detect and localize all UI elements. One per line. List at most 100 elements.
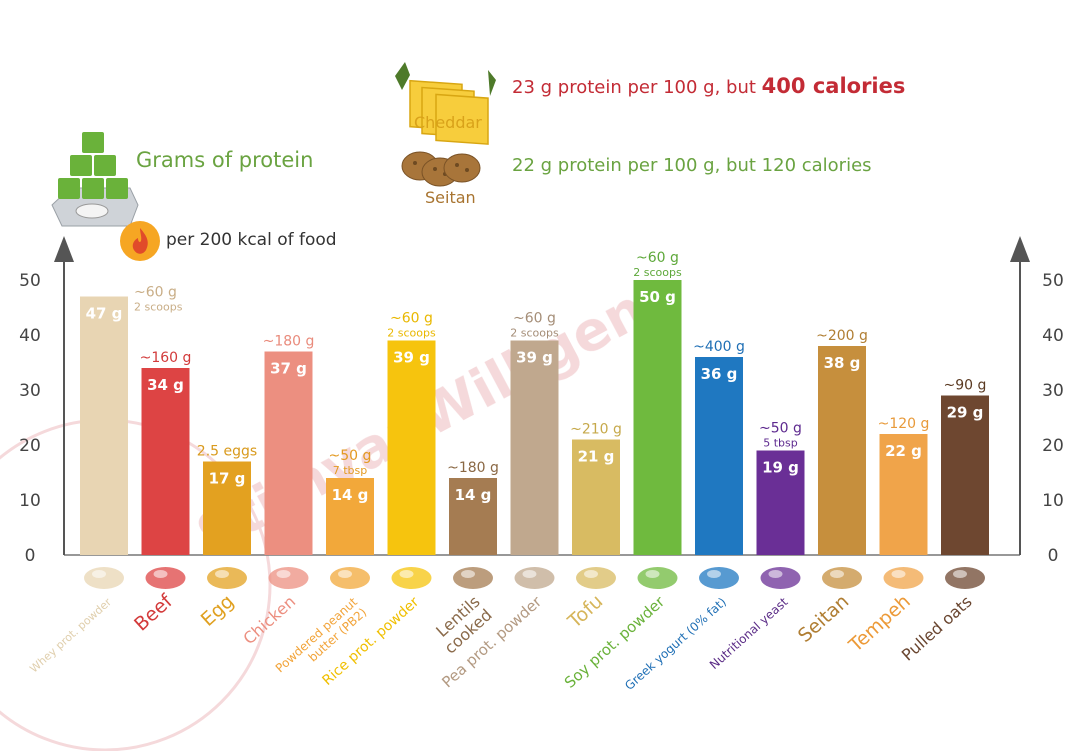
icon-body	[268, 567, 309, 589]
scale-dial	[75, 203, 109, 219]
bar-amount-label: ~50 g	[759, 421, 802, 437]
bar-value-label: 22 g	[885, 442, 922, 460]
y-tick-label-left: 30	[19, 381, 41, 401]
legend-kcal-text: per 200 kcal of food	[166, 230, 337, 250]
icon-body	[699, 567, 739, 589]
yogurt-icon	[699, 567, 739, 589]
bar-amount-label: ~160 g	[140, 350, 192, 366]
protein-block	[82, 132, 104, 153]
icon-body	[760, 567, 801, 589]
bar	[695, 357, 743, 555]
icon-body	[945, 567, 985, 589]
bar-value-label: 36 g	[701, 365, 738, 383]
icon-highlight	[399, 570, 414, 578]
bar-value-label: 47 g	[86, 305, 123, 323]
bar	[387, 340, 436, 555]
icon-highlight	[891, 570, 906, 578]
bar-amount-sublabel: 5 tbsp	[763, 437, 798, 450]
bar	[572, 439, 620, 555]
herb-leaf	[488, 70, 496, 96]
bar	[941, 395, 989, 555]
y-axis-right-arrow	[1010, 236, 1030, 262]
y-tick-label-left: 20	[19, 436, 41, 456]
category-label-line: Whey prot. powder	[27, 595, 114, 675]
y-tick-label-right: 50	[1042, 271, 1064, 291]
bar-value-label: 38 g	[824, 354, 861, 372]
bar	[449, 478, 497, 555]
bar-value-label: 37 g	[270, 360, 307, 378]
chicken-icon	[268, 567, 309, 589]
icon-body	[514, 567, 555, 589]
icon-body	[391, 567, 432, 589]
bar-value-label: 19 g	[762, 459, 799, 477]
bar-amount-sublabel: 2 scoops	[134, 301, 183, 314]
icon-highlight	[584, 570, 598, 578]
icon-highlight	[522, 570, 537, 578]
soy-powder-icon	[637, 567, 678, 589]
protein-blocks-icon	[58, 132, 128, 199]
y-axis-left-arrow	[54, 236, 74, 262]
y-tick-label-left: 40	[19, 326, 41, 346]
y-tick-label-left: 10	[19, 491, 41, 511]
category-label-line: Tofu	[563, 590, 607, 633]
peanut-butter-icon	[330, 567, 370, 589]
flame-circle	[120, 221, 160, 261]
bar	[141, 368, 190, 555]
bar-value-label: 21 g	[578, 448, 615, 466]
icon-highlight	[92, 570, 106, 578]
icon-highlight	[768, 570, 783, 578]
bar-amount-label: ~60 g	[390, 311, 433, 327]
bar-amount-label: ~60 g	[134, 285, 177, 301]
bar	[879, 434, 928, 555]
bar-value-label: 14 g	[332, 486, 369, 504]
flame-icon	[120, 221, 160, 261]
cheddar-text: 23 g protein per 100 g, but 400 calories	[512, 74, 905, 98]
cheese-slice	[435, 93, 489, 145]
protein-block	[58, 178, 80, 199]
seitan-text: 22 g protein per 100 g, but 120 calories	[512, 155, 872, 176]
y-tick-label-right: 0	[1048, 546, 1059, 566]
y-tick-label-right: 20	[1042, 436, 1064, 456]
bar-value-label: 17 g	[209, 470, 246, 488]
seitan-spot	[413, 161, 417, 165]
bar-value-label: 14 g	[455, 486, 492, 504]
lentils-icon	[453, 567, 493, 589]
y-tick-label-right: 10	[1042, 491, 1064, 511]
icon-body	[576, 567, 616, 589]
category-label-line: Seitan	[794, 590, 853, 647]
seitan-label: Seitan	[425, 188, 476, 207]
icon-highlight	[645, 570, 660, 578]
icon-highlight	[276, 570, 291, 578]
bar	[818, 346, 866, 555]
yeast-icon	[760, 567, 801, 589]
cheddar-icon	[395, 62, 496, 145]
bar	[326, 478, 374, 555]
protein-block	[82, 178, 104, 199]
bar-amount-label: ~210 g	[570, 422, 622, 438]
bar	[510, 340, 559, 555]
bar-amount-label: ~90 g	[944, 378, 987, 394]
seitan-piece	[443, 153, 481, 183]
category-label-line: Beef	[130, 589, 178, 635]
bar-amount-label: ~400 g	[693, 339, 745, 355]
scoop-powder-icon	[84, 567, 124, 589]
bar-amount-label: ~120 g	[878, 416, 930, 432]
category-label: Seitan	[794, 590, 853, 647]
icon-highlight	[830, 570, 844, 578]
icon-body	[207, 567, 247, 589]
bar-amount-sublabel: 2 scoops	[633, 266, 682, 279]
category-label: Beef	[130, 589, 178, 635]
bar	[203, 461, 251, 555]
bar-amount-label: ~60 g	[636, 250, 679, 266]
tempeh-icon	[883, 567, 924, 589]
category-label: Tofu	[563, 590, 607, 633]
pea-powder-icon	[514, 567, 555, 589]
bar-value-label: 39 g	[516, 349, 553, 367]
category-label: Egg	[197, 590, 239, 631]
category-label: Whey prot. powder	[27, 595, 114, 675]
category-label-line: Egg	[197, 590, 239, 631]
icon-highlight	[461, 570, 475, 578]
bar	[756, 450, 805, 555]
y-tick-label-right: 30	[1042, 381, 1064, 401]
